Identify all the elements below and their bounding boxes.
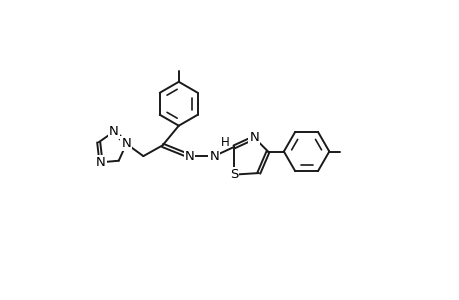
Text: N: N [184, 150, 194, 163]
Text: N: N [209, 150, 218, 163]
Text: N: N [109, 125, 119, 138]
Text: N: N [121, 137, 131, 150]
Text: N: N [96, 156, 106, 169]
Text: H: H [221, 136, 230, 149]
Text: N: N [249, 131, 258, 144]
Text: S: S [230, 168, 238, 181]
